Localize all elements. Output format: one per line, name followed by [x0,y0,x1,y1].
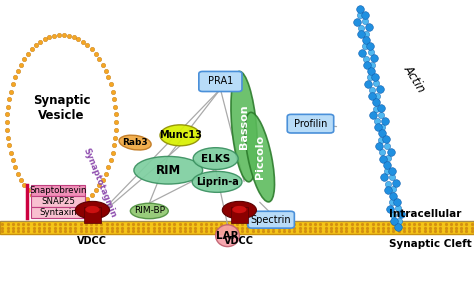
Ellipse shape [216,225,239,247]
Text: Synaptic Cleft: Synaptic Cleft [389,239,472,249]
Text: Snaptobrevin: Snaptobrevin [29,186,87,195]
Ellipse shape [160,125,200,146]
Text: Basson: Basson [239,104,249,149]
Text: Intracellular: Intracellular [389,209,461,219]
Text: Piccolo: Piccolo [255,135,265,179]
FancyBboxPatch shape [231,207,248,223]
Text: Liprin-a: Liprin-a [196,177,238,187]
Ellipse shape [85,206,100,213]
FancyBboxPatch shape [31,207,85,218]
Text: Syntaxin: Syntaxin [39,208,77,217]
Ellipse shape [231,71,257,182]
Text: LAR: LAR [216,231,239,241]
Text: VDCC: VDCC [224,236,255,246]
Text: Munc13: Munc13 [159,130,201,140]
Text: Synaptotagmin: Synaptotagmin [82,147,118,219]
FancyBboxPatch shape [0,221,474,234]
FancyBboxPatch shape [31,185,85,196]
Ellipse shape [222,201,256,219]
Ellipse shape [134,157,202,184]
FancyBboxPatch shape [31,196,85,207]
Text: RIM: RIM [155,164,181,177]
Text: Rab3: Rab3 [122,138,148,147]
Ellipse shape [119,135,151,150]
FancyBboxPatch shape [84,207,101,223]
Ellipse shape [245,112,274,202]
Ellipse shape [232,206,246,213]
Text: SNAP25: SNAP25 [41,197,75,206]
FancyBboxPatch shape [0,234,474,291]
Text: ELKS: ELKS [201,154,230,164]
FancyBboxPatch shape [248,211,294,228]
Ellipse shape [192,171,242,192]
FancyBboxPatch shape [287,114,334,133]
Text: PRA1: PRA1 [208,77,233,86]
Text: Profilin: Profilin [294,119,327,129]
Ellipse shape [193,148,238,169]
Text: Synaptic
Vesicle: Synaptic Vesicle [33,94,91,122]
Ellipse shape [130,203,168,219]
Text: Actin: Actin [401,63,428,95]
Text: VDCC: VDCC [77,236,108,246]
Text: RIM-BP: RIM-BP [134,207,165,215]
FancyBboxPatch shape [199,72,242,91]
Ellipse shape [75,201,109,219]
Text: Spectrin: Spectrin [251,215,292,225]
